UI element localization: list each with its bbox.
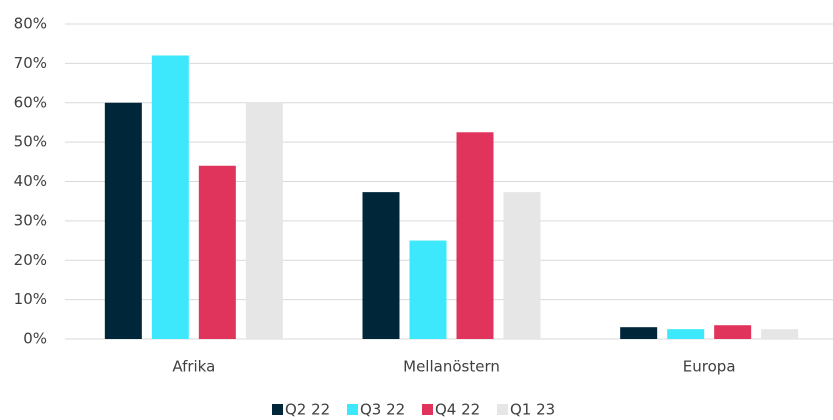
bar bbox=[362, 192, 400, 339]
legend-label: Q1 23 bbox=[510, 401, 555, 419]
y-tick-label: 0% bbox=[23, 330, 47, 348]
y-tick-label: 20% bbox=[14, 251, 47, 269]
bar bbox=[245, 102, 283, 339]
x-tick-label: Mellanöstern bbox=[403, 358, 500, 376]
legend-swatch bbox=[422, 404, 433, 415]
legend-swatch bbox=[347, 404, 358, 415]
bar bbox=[761, 329, 799, 339]
y-tick-label: 80% bbox=[14, 15, 47, 33]
bar bbox=[198, 165, 236, 339]
y-tick-label: 40% bbox=[14, 172, 47, 190]
bar bbox=[151, 55, 189, 339]
bar bbox=[620, 327, 658, 339]
bar bbox=[503, 192, 541, 339]
bar bbox=[667, 329, 705, 339]
bar bbox=[456, 132, 494, 339]
y-tick-label: 30% bbox=[14, 211, 47, 229]
x-tick-label: Europa bbox=[683, 358, 736, 376]
legend-swatch bbox=[272, 404, 283, 415]
y-tick-label: 70% bbox=[14, 54, 47, 72]
legend-swatch bbox=[497, 404, 508, 415]
legend-label: Q2 22 bbox=[285, 401, 330, 419]
bar bbox=[104, 102, 142, 339]
x-tick-label: Afrika bbox=[172, 358, 215, 376]
y-tick-label: 60% bbox=[14, 93, 47, 111]
bar bbox=[714, 325, 752, 339]
y-tick-label: 10% bbox=[14, 290, 47, 308]
legend-label: Q4 22 bbox=[435, 401, 480, 419]
bar bbox=[409, 240, 447, 339]
y-tick-label: 50% bbox=[14, 133, 47, 151]
legend-label: Q3 22 bbox=[360, 401, 405, 419]
